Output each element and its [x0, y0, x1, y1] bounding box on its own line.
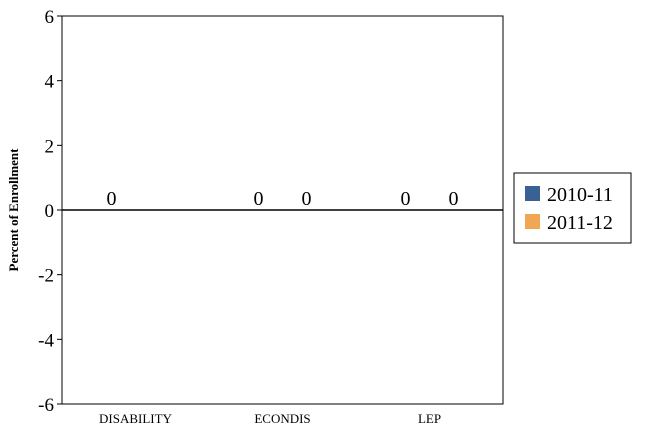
legend-swatch	[525, 214, 540, 229]
category-label: ECONDIS	[254, 411, 310, 426]
y-tick-label: 4	[45, 72, 55, 93]
legend-label: 2010-11	[547, 184, 613, 206]
y-tick-label: 6	[45, 7, 55, 28]
legend-label: 2011-12	[547, 212, 613, 234]
legend-items: 2010-11 2011-12	[525, 184, 613, 234]
y-axis-title: Percent of Enrollment	[6, 148, 21, 272]
y-tick-label: -6	[38, 395, 54, 416]
data-labels: 0 0 0 0 0	[107, 188, 459, 210]
category-label: LEP	[418, 411, 441, 426]
category-label: DISABILITY	[99, 411, 173, 426]
data-label: 0	[254, 188, 264, 210]
legend: 2010-11 2011-12	[513, 172, 632, 244]
legend-swatch	[525, 186, 540, 201]
y-tick-label: 0	[45, 201, 55, 222]
data-label: 0	[107, 188, 117, 210]
x-axis-category-labels: DISABILITY ECONDIS LEP	[99, 411, 441, 426]
data-label: 0	[401, 188, 411, 210]
data-label: 0	[302, 188, 312, 210]
y-tick-label: 2	[45, 136, 55, 157]
y-axis-ticks: 6 4 2 0 -2 -4 -6	[38, 7, 62, 416]
y-tick-label: -4	[38, 330, 54, 351]
legend-box	[513, 172, 632, 244]
y-tick-label: -2	[38, 266, 54, 287]
data-label: 0	[449, 188, 459, 210]
